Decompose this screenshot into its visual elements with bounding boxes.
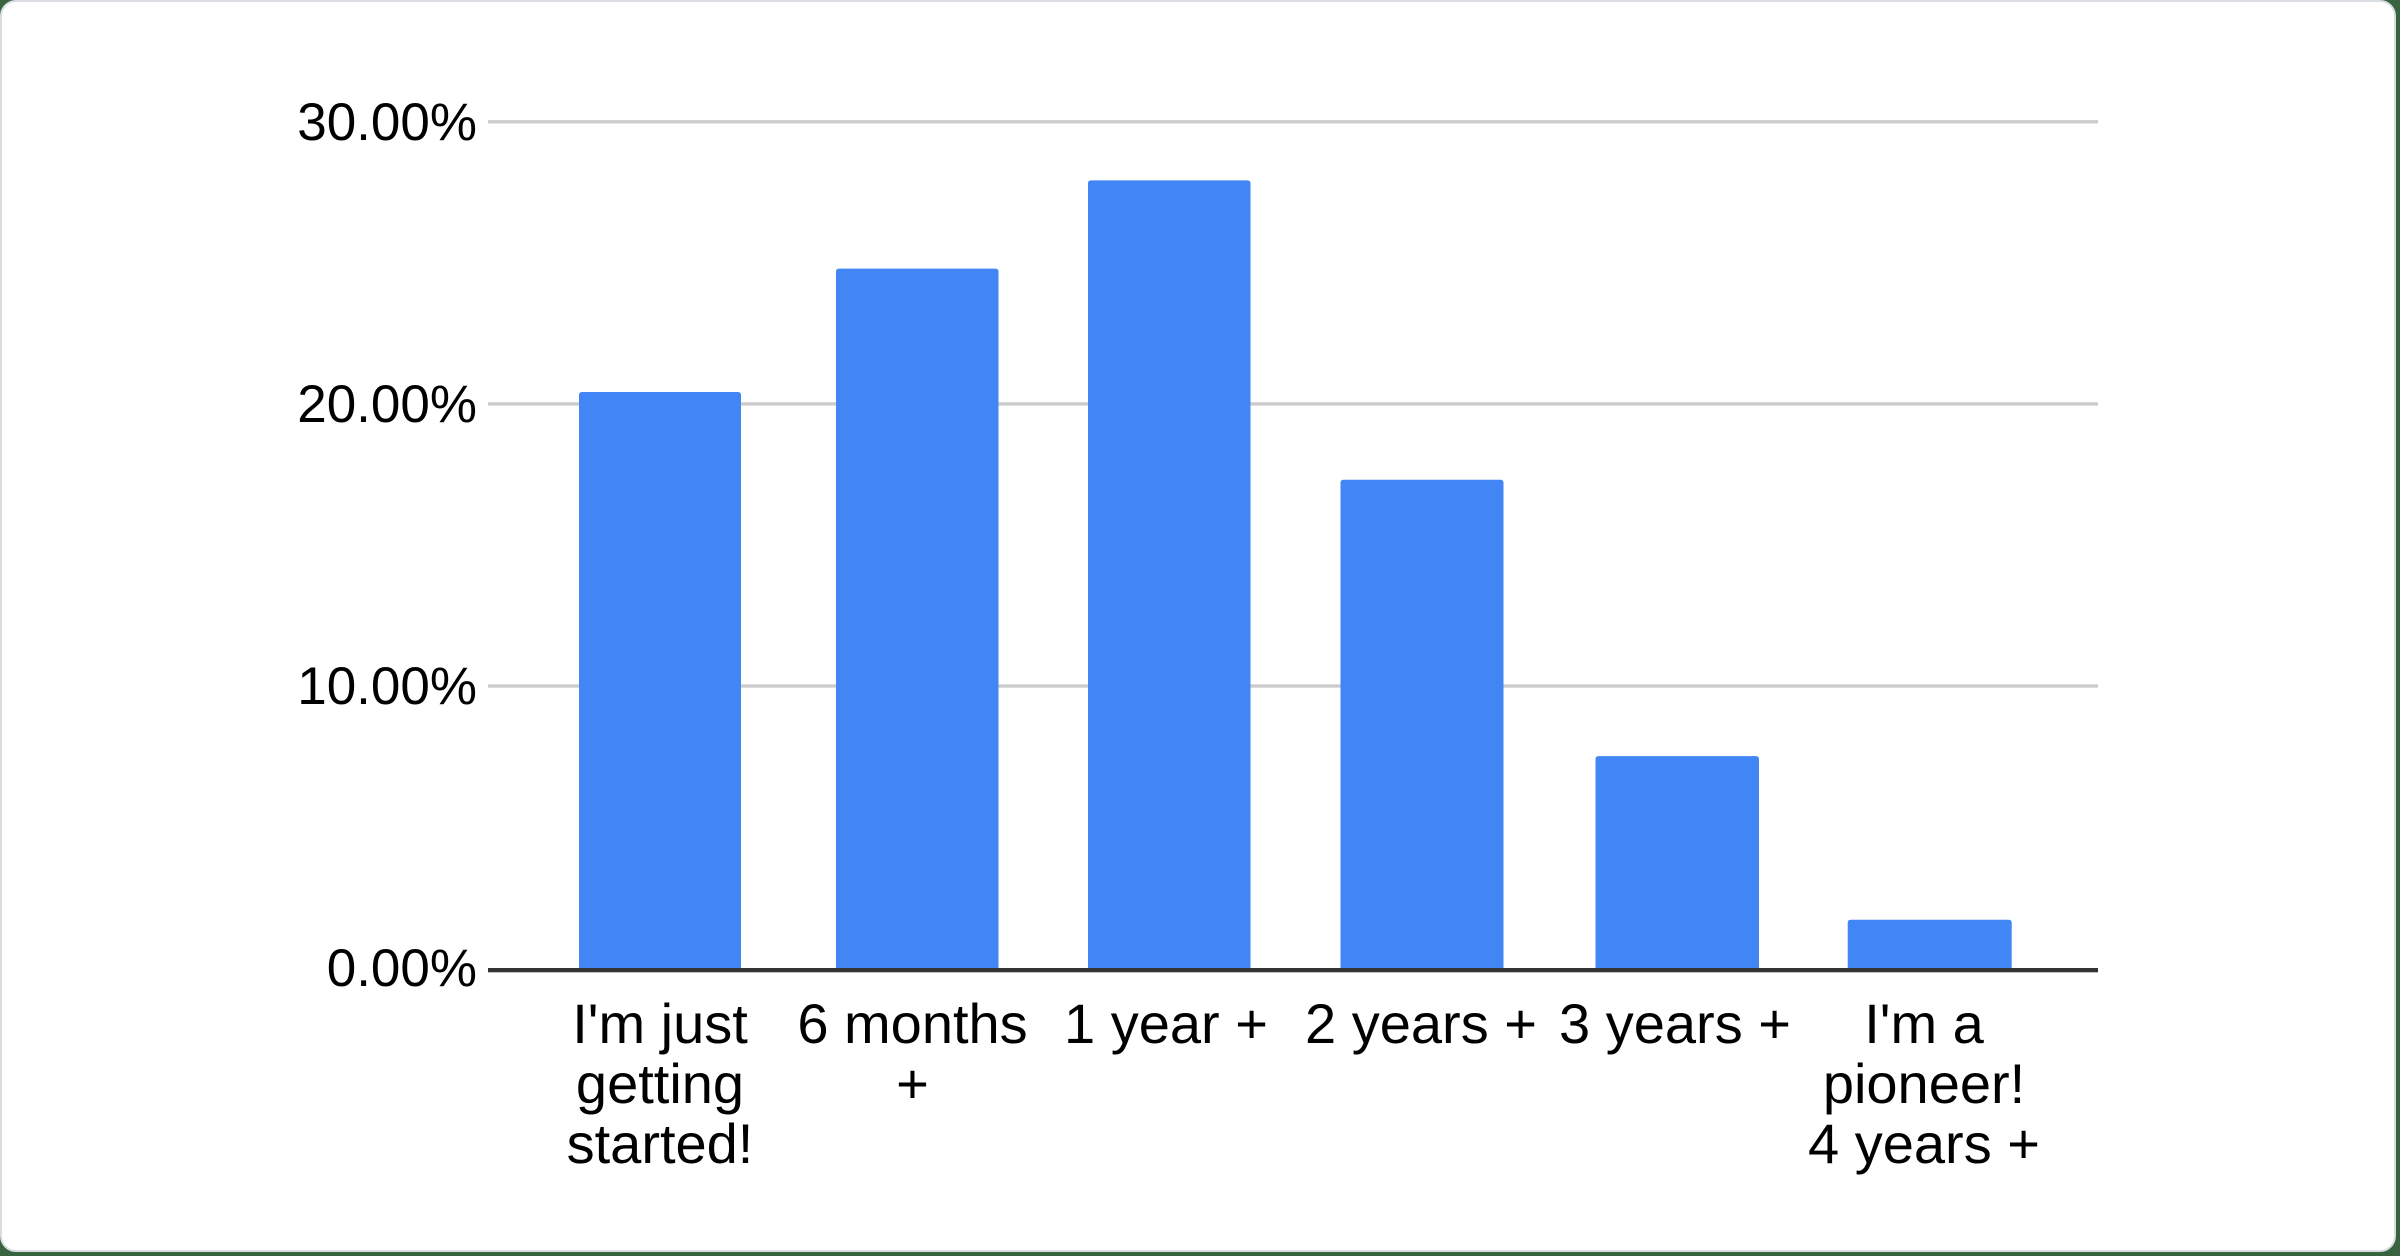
svg-text:10.00%: 10.00% <box>297 657 477 716</box>
svg-text:getting: getting <box>576 1052 744 1115</box>
svg-text:20.00%: 20.00% <box>297 375 477 434</box>
svg-text:4 years +: 4 years + <box>1808 1112 2040 1175</box>
svg-text:3 years +: 3 years + <box>1559 992 1791 1055</box>
svg-text:+: + <box>896 1052 929 1115</box>
svg-text:1 year +: 1 year + <box>1064 992 1268 1055</box>
svg-text:I'm a: I'm a <box>1864 992 1984 1055</box>
svg-text:6 months: 6 months <box>797 992 1027 1055</box>
svg-text:30.00%: 30.00% <box>297 93 477 152</box>
svg-text:started!: started! <box>567 1112 754 1175</box>
svg-text:0.00%: 0.00% <box>327 939 477 998</box>
svg-text:2 years +: 2 years + <box>1305 992 1537 1055</box>
svg-text:I'm just: I'm just <box>572 992 748 1055</box>
svg-text:pioneer!: pioneer! <box>1823 1052 2025 1115</box>
